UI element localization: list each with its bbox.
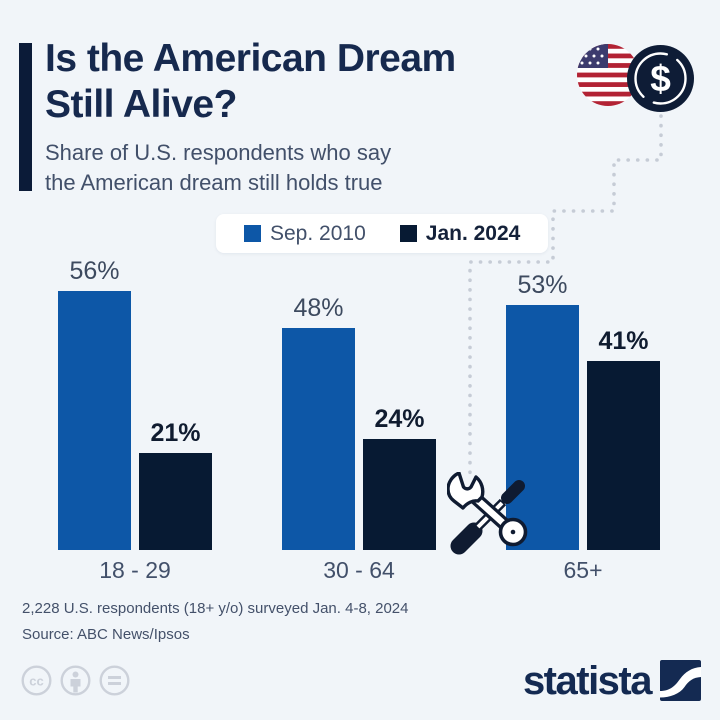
title-line-2: Still Alive? [45, 83, 237, 127]
bar-2010: 56% [58, 257, 131, 550]
bar-value-label: 48% [293, 294, 344, 322]
equals-nd-icon[interactable] [99, 665, 130, 696]
statista-logo[interactable]: statista [523, 660, 701, 701]
bar-group-30-64: 48% 24% 30 - 64 [282, 294, 436, 583]
footnote: 2,228 U.S. respondents (18+ y/o) surveye… [22, 596, 408, 649]
legend-label: Jan. 2024 [425, 221, 521, 245]
bar-rect [282, 328, 355, 550]
page-title: Is the American Dream Still Alive? [45, 36, 456, 128]
bar-rect [58, 291, 131, 550]
legend-item-sep-2010: Sep. 2010 [244, 222, 366, 246]
wrench-screwdriver-icon [446, 471, 539, 563]
page-subtitle: Share of U.S. respondents who say the Am… [45, 138, 391, 198]
statista-wordmark: statista [522, 658, 653, 703]
wrench [446, 471, 528, 547]
bar-value-label: 53% [517, 271, 568, 299]
subtitle-line-2: the American dream still holds true [45, 169, 383, 195]
title-line-1: Is the American Dream [45, 37, 456, 80]
subtitle-line-1: Share of U.S. respondents who say [45, 140, 392, 165]
legend-label: Sep. 2010 [270, 221, 366, 245]
legend-swatch-blue [244, 225, 261, 242]
bar-rect [587, 361, 660, 550]
category-label: 65+ [563, 557, 603, 583]
cc-icon[interactable]: cc [21, 665, 52, 696]
bar-value-label: 41% [598, 327, 649, 355]
svg-text:cc: cc [29, 674, 43, 689]
bar-2024: 41% [587, 327, 660, 550]
chart-legend: Sep. 2010 Jan. 2024 [216, 214, 549, 253]
bar-2010: 48% [282, 294, 355, 550]
category-label: 18 - 29 [99, 557, 171, 583]
bar-value-label: 21% [150, 419, 201, 447]
category-label: 30 - 64 [323, 557, 395, 583]
bar-value-label: 56% [69, 257, 120, 285]
bar-2024: 21% [139, 419, 212, 550]
legend-swatch-navy [399, 225, 417, 242]
bar-group-18-29: 56% 21% 18 - 29 [58, 257, 212, 583]
dollar-sign: $ [650, 58, 671, 99]
legend-item-jan-2024: Jan. 2024 [399, 221, 521, 246]
bar-value-label: 24% [374, 405, 425, 433]
survey-note: 2,228 U.S. respondents (18+ y/o) surveye… [22, 600, 409, 617]
cc-license[interactable]: cc [21, 665, 130, 696]
bar-2024: 24% [363, 405, 436, 550]
statista-mark-icon [660, 660, 701, 701]
source-note: Source: ABC News/Ipsos [22, 626, 190, 644]
dollar-coin-icon: $ [627, 45, 694, 117]
bar-rect [139, 453, 212, 550]
title-accent-bar [19, 43, 32, 191]
attribution-person-icon[interactable] [60, 665, 91, 696]
bar-rect [363, 439, 436, 550]
